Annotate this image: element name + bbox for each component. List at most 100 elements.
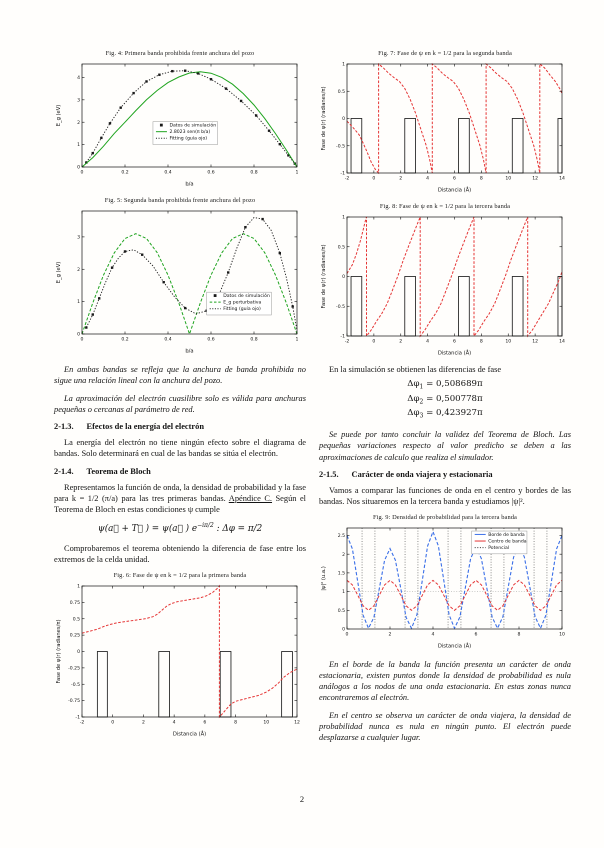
figure-5-caption: Fig. 5: Segunda banda prohibida frente a… xyxy=(104,197,256,204)
svg-text:12: 12 xyxy=(294,719,300,725)
svg-text:0.4: 0.4 xyxy=(164,170,171,176)
figure-6-caption: Fig. 6: Fase de ψ en k = 1/2 para la pri… xyxy=(113,571,247,579)
svg-text:0: 0 xyxy=(111,719,114,725)
svg-text:1: 1 xyxy=(296,337,299,343)
svg-text:-1: -1 xyxy=(340,334,345,340)
svg-text:Distancia (Å): Distancia (Å) xyxy=(173,730,206,737)
apendice-c-link[interactable]: Apéndice C. xyxy=(228,493,273,503)
svg-text:Fase de ψ(r) (radianes/π): Fase de ψ(r) (radianes/π) xyxy=(56,619,62,683)
svg-text:Potencial: Potencial xyxy=(488,545,509,551)
figure-5: Fig. 5: Segunda banda prohibida frente a… xyxy=(54,197,306,355)
paragraph-aproximacion: La aproximación del electrón cuasilibre … xyxy=(54,394,306,415)
svg-text:8: 8 xyxy=(518,631,521,637)
svg-text:0: 0 xyxy=(77,165,80,171)
svg-text:2: 2 xyxy=(342,552,345,558)
equation-rhs: : Δφ = π/2 xyxy=(213,523,263,534)
svg-text:2: 2 xyxy=(77,120,80,126)
svg-text:14: 14 xyxy=(559,176,565,182)
svg-text:-0.25: -0.25 xyxy=(68,665,80,671)
svg-text:0.5: 0.5 xyxy=(338,89,345,95)
section-title: Carácter de onda viajera y estacionaria xyxy=(351,469,493,479)
svg-text:12: 12 xyxy=(532,339,538,345)
svg-text:-2: -2 xyxy=(345,176,350,182)
figure-7-caption: Fig. 7: Fase de ψ en k = 1/2 para la seg… xyxy=(378,50,512,57)
section-number: 2-1.3. xyxy=(54,422,74,432)
svg-text:0.6: 0.6 xyxy=(207,337,214,343)
svg-text:1: 1 xyxy=(77,299,80,305)
figure-7: Fig. 7: Fase de ψ en k = 1/2 para la seg… xyxy=(319,50,571,194)
svg-text:-0.5: -0.5 xyxy=(336,304,345,310)
svg-text:-1: -1 xyxy=(75,715,80,721)
svg-text:1: 1 xyxy=(342,215,345,221)
svg-text:2.8023 sen(π b/a): 2.8023 sen(π b/a) xyxy=(169,129,210,135)
svg-text:1: 1 xyxy=(77,142,80,148)
svg-text:10: 10 xyxy=(559,631,565,637)
svg-text:2: 2 xyxy=(399,176,402,182)
svg-text:Borde de banda: Borde de banda xyxy=(488,532,525,538)
svg-text:0.75: 0.75 xyxy=(70,600,80,606)
paragraph-bloch: Representamos la función de onda, la den… xyxy=(54,482,306,515)
svg-text:0.2: 0.2 xyxy=(121,337,128,343)
figure-6: Fig. 6: Fase de ψ en k = 1/2 para la pri… xyxy=(54,572,306,738)
svg-text:Datos de simulación: Datos de simulación xyxy=(169,121,216,128)
svg-text:0: 0 xyxy=(81,170,84,176)
svg-text:2: 2 xyxy=(399,339,402,345)
paragraph-bloch-post: Según el Teorema de Bloch en estas condi… xyxy=(54,493,306,514)
svg-text:6: 6 xyxy=(203,719,206,725)
svg-text:0: 0 xyxy=(81,337,84,343)
svg-text:2: 2 xyxy=(142,719,145,725)
svg-text:8: 8 xyxy=(234,719,237,725)
phase-differences: Δφ1 = 0,508689π Δφ2 = 0,500778π Δφ3 = 0,… xyxy=(319,378,571,421)
svg-text:Fase de ψ(r) (radianes/π): Fase de ψ(r) (radianes/π) xyxy=(321,87,327,151)
svg-text:0: 0 xyxy=(77,332,80,338)
figure-8-caption: Fig. 8: Fase de ψ en k = 1/2 para la ter… xyxy=(379,203,511,210)
paragraph-ambas-bandas: En ambas bandas se refleja que la anchur… xyxy=(54,365,306,386)
svg-text:-1: -1 xyxy=(340,171,345,177)
right-column: Fig. 7: Fase de ψ en k = 1/2 para la seg… xyxy=(319,50,571,750)
section-number: 2-1.4. xyxy=(54,466,74,476)
svg-text:0.25: 0.25 xyxy=(70,633,80,639)
svg-text:6: 6 xyxy=(453,339,456,345)
svg-text:4: 4 xyxy=(426,176,429,182)
svg-text:Fitting (guía ojo): Fitting (guía ojo) xyxy=(169,135,207,142)
svg-text:10: 10 xyxy=(505,339,511,345)
svg-text:3: 3 xyxy=(77,234,80,240)
svg-text:4: 4 xyxy=(426,339,429,345)
svg-text:E_g perturbativa: E_g perturbativa xyxy=(223,300,261,306)
svg-text:1: 1 xyxy=(342,589,345,595)
section-heading-2-1-5: 2-1.5. Carácter de onda viajera y estacio… xyxy=(319,470,571,479)
paragraph-energia: La energía del electrón no tiene ningún … xyxy=(54,438,306,459)
figure-4-chart: 0 0.2 0.4 0.6 0.8 1 0 1 2 3 4 b/a E_g (eV) Datos de s… xyxy=(54,58,306,188)
svg-text:b/a: b/a xyxy=(185,182,193,188)
paragraph-borde-banda: En el borde de la banda la función prese… xyxy=(319,659,571,703)
paragraph-comprobaremos: Comprobaremos el teorema obteniendo la d… xyxy=(54,543,306,564)
delta-phi-3: Δφ3 = 0,423927π xyxy=(407,407,483,420)
section-number: 2-1.5. xyxy=(319,469,339,479)
svg-text:Fitting (guía ojo): Fitting (guía ojo) xyxy=(223,305,261,312)
section-heading-2-1-4: 2-1.4. Teorema de Bloch xyxy=(54,467,306,476)
section-heading-2-1-3: 2-1.3. Efectos de la energía del electrón xyxy=(54,422,306,431)
svg-text:3: 3 xyxy=(77,97,80,103)
svg-text:|ψ|² (u.a.): |ψ|² (u.a.) xyxy=(321,566,327,590)
svg-text:12: 12 xyxy=(532,176,538,182)
equation-lhs: ψ(a⃗ + T⃗ ) = ψ(a⃗ ) e xyxy=(97,523,198,534)
paragraph-centro-banda: En el centro se observa un carácter de o… xyxy=(319,711,571,743)
svg-text:0.2: 0.2 xyxy=(121,170,128,176)
svg-text:0.8: 0.8 xyxy=(250,170,257,176)
svg-text:10: 10 xyxy=(505,176,511,182)
svg-text:Centro de banda: Centro de banda xyxy=(488,538,527,544)
figure-6-chart: -2 0 2 4 6 8 10 12 -1 -0.75 -0.5 -0.25 0 0.25 0.5 0.75 1… xyxy=(54,580,306,738)
figure-9: Fig. 9: Densidad de probabilidad para la… xyxy=(319,514,571,650)
svg-text:0.6: 0.6 xyxy=(207,170,214,176)
paragraph-simulacion: En la simulación se obtienen las diferen… xyxy=(329,365,502,374)
svg-text:-0.75: -0.75 xyxy=(68,698,80,704)
svg-text:2.5: 2.5 xyxy=(338,533,345,539)
svg-text:14: 14 xyxy=(559,339,565,345)
svg-text:-2: -2 xyxy=(80,719,85,725)
svg-text:1: 1 xyxy=(296,170,299,176)
svg-text:-2: -2 xyxy=(345,339,350,345)
svg-text:E_g (eV): E_g (eV) xyxy=(56,262,62,284)
svg-text:1: 1 xyxy=(342,62,345,68)
svg-text:0: 0 xyxy=(342,274,345,280)
